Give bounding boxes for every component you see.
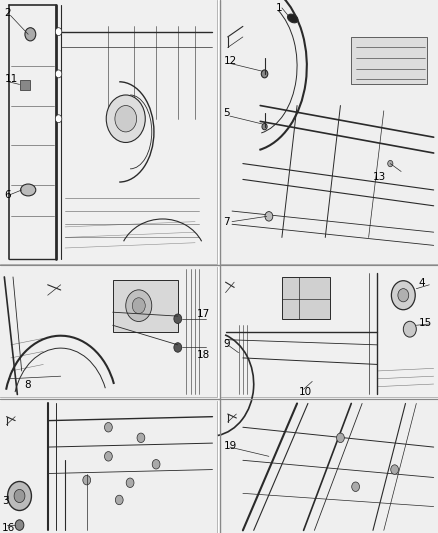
- Text: 9: 9: [223, 338, 230, 349]
- Bar: [282, 277, 329, 319]
- Circle shape: [152, 459, 160, 469]
- Text: 17: 17: [197, 309, 211, 319]
- Text: 11: 11: [4, 74, 18, 84]
- Text: 18: 18: [197, 350, 211, 360]
- Circle shape: [174, 343, 182, 352]
- Text: 19: 19: [223, 441, 237, 451]
- Circle shape: [126, 290, 152, 321]
- Text: 1: 1: [276, 3, 282, 13]
- Bar: [0, 266, 217, 397]
- Text: 15: 15: [418, 318, 432, 328]
- Circle shape: [115, 106, 137, 132]
- Circle shape: [15, 520, 24, 530]
- Text: 8: 8: [24, 381, 31, 390]
- Circle shape: [55, 28, 62, 36]
- Text: 10: 10: [299, 387, 312, 397]
- Bar: [221, 266, 438, 397]
- Circle shape: [132, 298, 145, 313]
- Bar: [221, 0, 438, 264]
- Circle shape: [392, 281, 415, 310]
- Text: 2: 2: [4, 8, 11, 18]
- Text: 5: 5: [223, 108, 230, 118]
- Circle shape: [106, 95, 145, 142]
- Circle shape: [126, 478, 134, 488]
- Bar: [351, 37, 427, 84]
- Circle shape: [105, 451, 112, 461]
- Text: 3: 3: [2, 496, 9, 506]
- Circle shape: [55, 115, 62, 123]
- Circle shape: [262, 124, 267, 130]
- Bar: [221, 401, 438, 533]
- Text: 12: 12: [223, 55, 237, 66]
- Bar: [0, 0, 217, 264]
- Circle shape: [7, 481, 32, 511]
- Circle shape: [403, 321, 416, 337]
- Circle shape: [174, 314, 182, 324]
- Bar: [0, 0, 217, 264]
- Circle shape: [391, 465, 399, 474]
- Ellipse shape: [21, 184, 36, 196]
- Bar: [221, 0, 438, 264]
- Text: 6: 6: [4, 190, 11, 200]
- Text: 4: 4: [418, 278, 425, 288]
- Bar: [0, 401, 217, 533]
- Circle shape: [14, 489, 25, 503]
- Circle shape: [137, 433, 145, 442]
- Text: 7: 7: [223, 216, 230, 227]
- Bar: [113, 279, 178, 332]
- Bar: [20, 80, 30, 90]
- Circle shape: [105, 423, 112, 432]
- Bar: [0, 401, 217, 533]
- Circle shape: [336, 433, 344, 442]
- Circle shape: [25, 28, 36, 41]
- Bar: [221, 401, 438, 533]
- Circle shape: [55, 70, 62, 78]
- Text: 16: 16: [2, 523, 15, 532]
- Bar: [221, 266, 438, 397]
- Text: 13: 13: [373, 172, 386, 182]
- Circle shape: [265, 212, 273, 221]
- Circle shape: [388, 160, 393, 167]
- Circle shape: [83, 475, 91, 485]
- Bar: [0, 266, 217, 397]
- Circle shape: [115, 495, 123, 505]
- Ellipse shape: [287, 14, 298, 23]
- Circle shape: [398, 289, 409, 302]
- Circle shape: [261, 70, 268, 78]
- Circle shape: [352, 482, 360, 491]
